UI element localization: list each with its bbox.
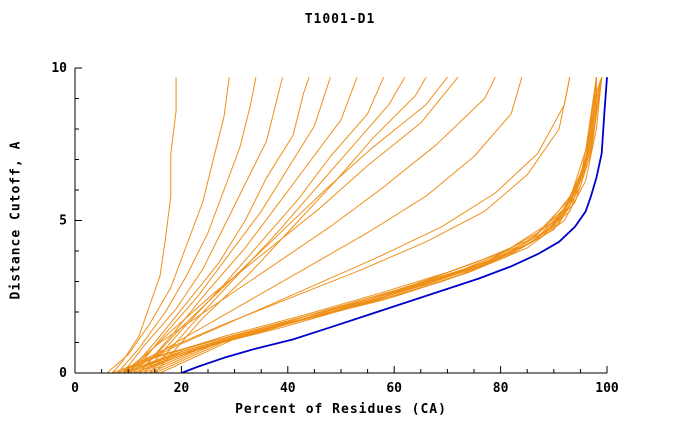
series-model-21 xyxy=(112,77,597,374)
series-model-29 xyxy=(117,77,571,374)
series-model-24 xyxy=(154,77,603,374)
x-tick-label: 60 xyxy=(386,381,402,396)
y-tick-label: 0 xyxy=(59,366,67,381)
series-model-22 xyxy=(117,77,597,374)
series-model-10 xyxy=(154,76,427,374)
series-model-26 xyxy=(133,77,603,374)
series-model-01 xyxy=(111,77,177,374)
series-model-06 xyxy=(133,77,331,374)
series-model-09 xyxy=(149,76,406,374)
series-model-13 xyxy=(122,76,496,374)
series-model-11 xyxy=(138,76,448,374)
series-model-17 xyxy=(128,77,597,374)
series-model-25 xyxy=(159,77,603,374)
series-model-18 xyxy=(133,77,597,374)
series-model-19 xyxy=(138,77,603,374)
x-tick-label: 0 xyxy=(71,381,79,396)
series-model-03 xyxy=(117,77,257,374)
series-model-15 xyxy=(117,77,597,374)
chart-title: T1001-D1 xyxy=(304,12,376,27)
y-tick-label: 10 xyxy=(51,61,67,76)
x-axis-label: Percent of Residues (CA) xyxy=(235,402,447,417)
y-tick-label: 5 xyxy=(59,214,67,229)
x-tick-label: 20 xyxy=(174,381,190,396)
series-model-27 xyxy=(122,77,603,374)
series-model-02 xyxy=(106,77,230,374)
x-tick-label: 40 xyxy=(280,381,296,396)
series-model-30 xyxy=(122,77,571,374)
series-model-05 xyxy=(127,77,310,374)
series-model-23 xyxy=(149,77,603,374)
series-model-12 xyxy=(127,76,459,374)
series-model-04 xyxy=(122,77,283,374)
series-best-model xyxy=(181,77,608,374)
series-model-28 xyxy=(128,77,597,374)
x-tick-label: 80 xyxy=(493,381,509,396)
series-model-14 xyxy=(127,77,523,374)
x-tick-label: 100 xyxy=(595,381,619,396)
series-model-07 xyxy=(138,77,358,374)
